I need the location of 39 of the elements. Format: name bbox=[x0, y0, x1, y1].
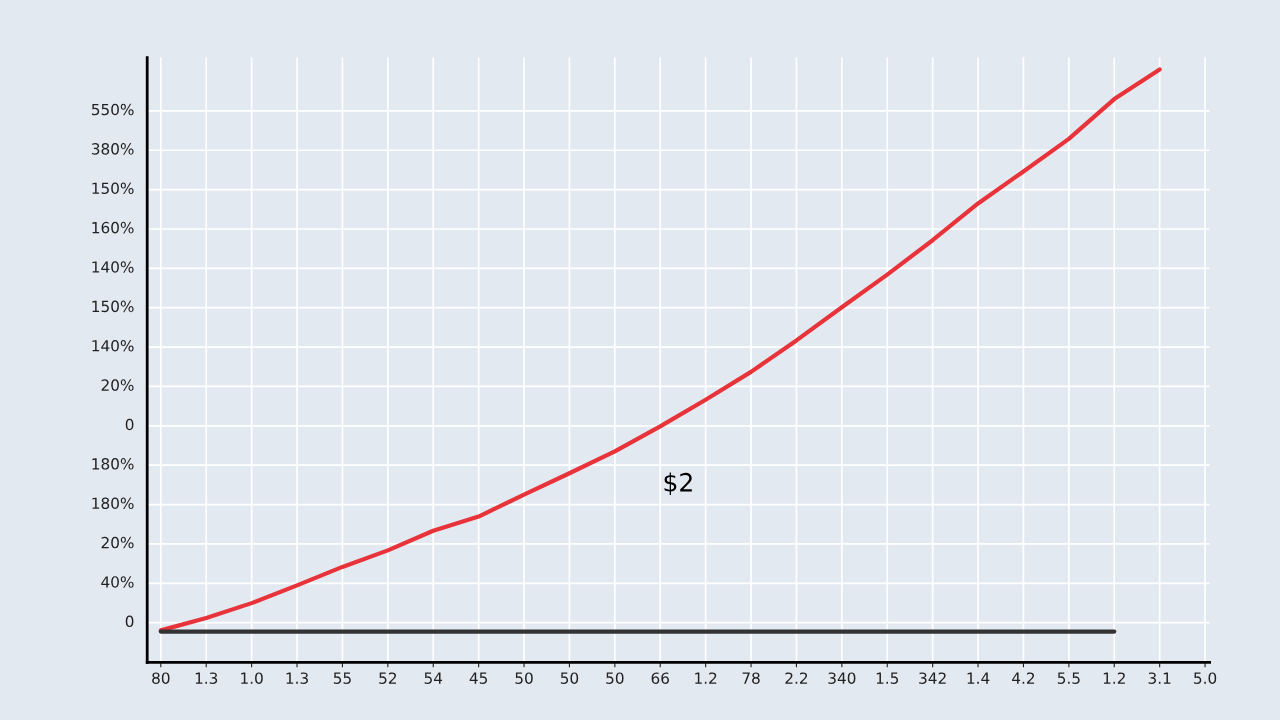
x-tick-label: 50 bbox=[515, 672, 533, 684]
x-tick-label: 1.3 bbox=[286, 672, 308, 684]
text: 20% bbox=[101, 536, 134, 549]
x-tick-label: 2.2 bbox=[785, 672, 808, 684]
text: 180% bbox=[92, 497, 134, 509]
x-tick-label: 1.2 bbox=[1103, 672, 1125, 684]
text: 40% bbox=[101, 576, 134, 588]
text: 140% bbox=[92, 339, 134, 352]
x-tick-label: 66 bbox=[651, 672, 669, 684]
annotation: $2 bbox=[664, 472, 692, 496]
text: 0 bbox=[125, 418, 134, 431]
text: 160% bbox=[92, 221, 134, 234]
x-tick-label: 1.5 bbox=[876, 672, 899, 684]
x-tick-label: 45 bbox=[469, 672, 488, 684]
x-tick-label: 1.2 bbox=[695, 672, 717, 684]
x-tick-label: 342 bbox=[919, 672, 946, 684]
text: 180% bbox=[92, 458, 134, 470]
x-tick-label: 1.0 bbox=[241, 672, 263, 684]
x-tick-label: 55 bbox=[333, 672, 351, 684]
x-tick-label: 1.3 bbox=[195, 672, 218, 684]
x-tick-label: 5.5 bbox=[1057, 672, 1080, 684]
text: 20% bbox=[101, 379, 134, 391]
text: 140% bbox=[92, 261, 134, 273]
text: 380% bbox=[91, 143, 134, 155]
x-tick-label: 50 bbox=[560, 672, 579, 684]
x-tick-label: 52 bbox=[379, 672, 397, 684]
x-tick-label: 54 bbox=[424, 672, 443, 684]
x-tick-label: 3.1 bbox=[1148, 672, 1171, 684]
text: 550% bbox=[91, 103, 134, 116]
text: 0 bbox=[125, 615, 134, 628]
x-tick-label: 50 bbox=[606, 672, 624, 684]
x-tick-label: 80 bbox=[152, 672, 170, 684]
x-tick-label: 1.4 bbox=[967, 672, 990, 684]
x-tick-label: 78 bbox=[742, 672, 760, 684]
x-tick-label: 340 bbox=[828, 672, 856, 684]
x-tick-label: 4.2 bbox=[1012, 672, 1035, 684]
x-tick-label: 5.0 bbox=[1194, 672, 1217, 684]
text: 150% bbox=[92, 182, 134, 195]
text: 150% bbox=[92, 300, 134, 313]
